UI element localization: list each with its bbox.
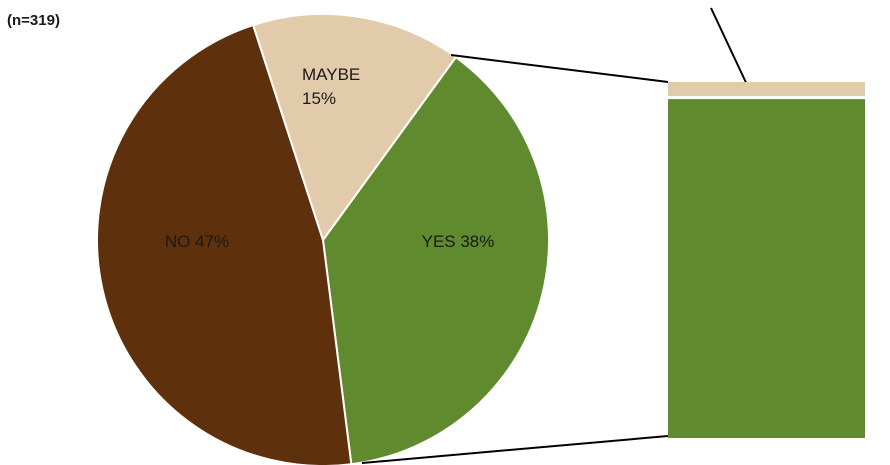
breakdown-bar-segment-1: [668, 82, 865, 97]
pie-slices: [95, 13, 550, 465]
pie-label-line: MAYBE: [302, 65, 360, 84]
callout-leader-line: [710, 7, 750, 90]
pie-slice-yes: [321, 55, 550, 465]
pie-label-yes: YES 38%: [422, 232, 495, 251]
pie-label-line: 15%: [302, 89, 336, 108]
connector-bottom: [361, 435, 669, 464]
pie-labels: YES 38% NO 47% MAYBE 15%: [165, 65, 495, 251]
pie-slice-maybe: [251, 13, 458, 243]
breakdown-connectors: [361, 7, 750, 464]
pie-label-maybe: MAYBE 15%: [302, 65, 360, 108]
pie-label-no: NO 47%: [165, 232, 229, 251]
breakdown-bar-segment-2: [668, 99, 865, 439]
pie-slice-no: [95, 23, 353, 465]
breakdown-bar: [668, 82, 865, 439]
connector-top: [450, 54, 669, 83]
sample-size-note: (n=319): [7, 12, 60, 29]
